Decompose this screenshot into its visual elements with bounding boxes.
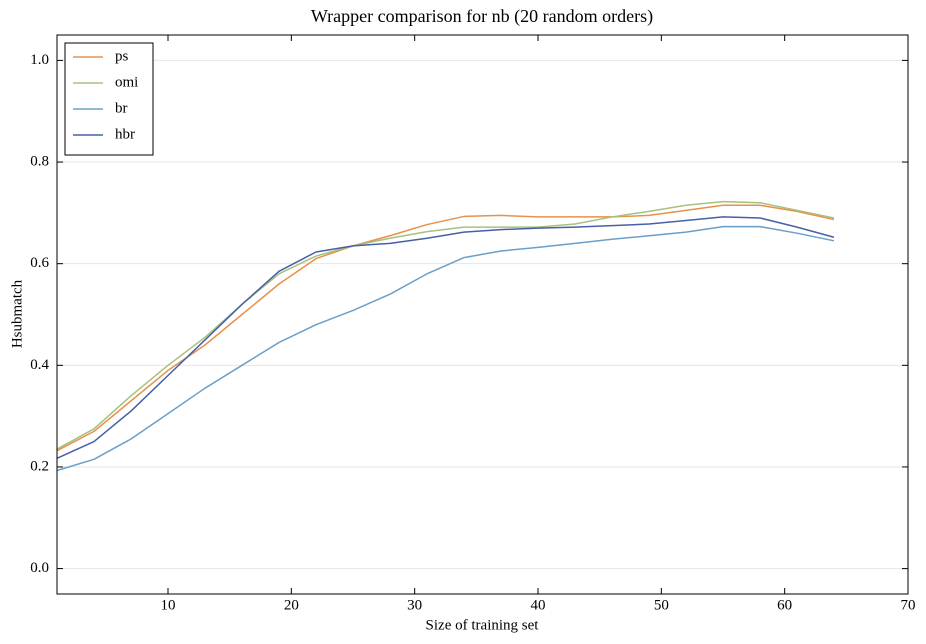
y-tick-label: 0.8 — [30, 153, 49, 169]
line-series — [56, 216, 835, 459]
x-tick-label: 50 — [654, 597, 669, 613]
y-tick-label: 1.0 — [30, 52, 49, 68]
legend-label: br — [115, 100, 128, 116]
x-tick-label: 10 — [161, 597, 176, 613]
legend-label: hbr — [115, 126, 135, 142]
line-series — [56, 204, 835, 452]
y-tick-label: 0.4 — [30, 357, 49, 373]
x-tick-label: 30 — [407, 597, 422, 613]
y-tick-label: 0.2 — [30, 458, 49, 474]
line-series — [56, 200, 835, 450]
legend-box — [64, 42, 154, 156]
line-series — [56, 225, 835, 472]
x-tick-label: 20 — [284, 597, 299, 613]
legend-label: omi — [115, 74, 138, 90]
y-axis-label: Hsubmatch — [9, 279, 25, 348]
y-tick-label: 0.6 — [30, 255, 49, 271]
legend-label: ps — [115, 48, 129, 64]
x-axis-label: Size of training set — [426, 617, 540, 633]
x-tick-label: 70 — [901, 597, 916, 613]
x-tick-label: 40 — [531, 597, 546, 613]
x-tick-label: 60 — [777, 597, 792, 613]
y-tick-label: 0.0 — [30, 560, 49, 576]
chart-title: Wrapper comparison for nb (20 random ord… — [311, 6, 653, 27]
plot-frame — [56, 34, 909, 595]
